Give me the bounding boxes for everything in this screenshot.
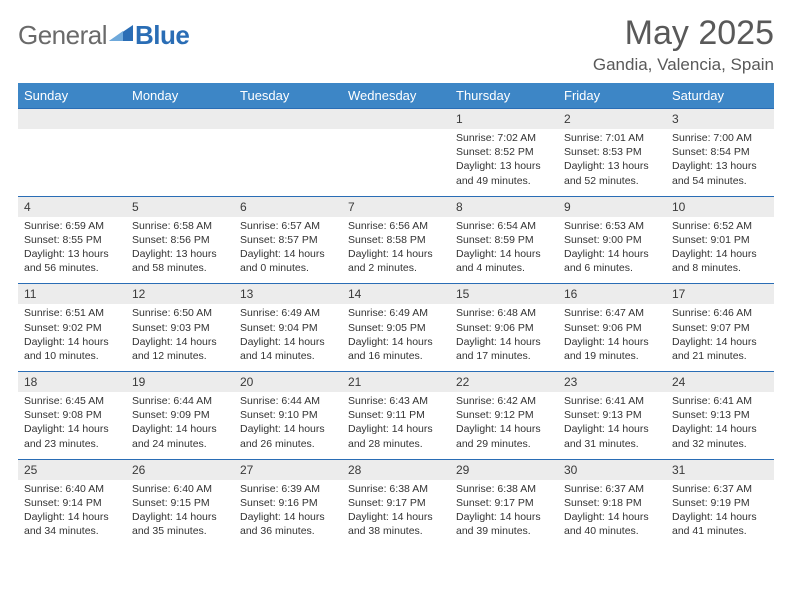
weekday-header: Friday — [558, 83, 666, 109]
title-block: May 2025 Gandia, Valencia, Spain — [593, 14, 774, 75]
day-detail-cell: Sunrise: 6:39 AMSunset: 9:16 PMDaylight:… — [234, 480, 342, 547]
day-number-cell: 3 — [666, 109, 774, 130]
day-detail-cell — [234, 129, 342, 196]
day-number-cell: 22 — [450, 372, 558, 393]
day-detail-cell — [342, 129, 450, 196]
day-detail-cell: Sunrise: 6:58 AMSunset: 8:56 PMDaylight:… — [126, 217, 234, 284]
day-detail-row: Sunrise: 6:45 AMSunset: 9:08 PMDaylight:… — [18, 392, 774, 459]
logo-text-2: Blue — [135, 20, 189, 51]
day-number-cell: 12 — [126, 284, 234, 305]
day-number-cell: 17 — [666, 284, 774, 305]
day-number-cell: 21 — [342, 372, 450, 393]
day-number-cell: 29 — [450, 459, 558, 480]
day-detail-cell: Sunrise: 6:46 AMSunset: 9:07 PMDaylight:… — [666, 304, 774, 371]
day-number-cell: 18 — [18, 372, 126, 393]
day-number-cell: 23 — [558, 372, 666, 393]
logo-triangle-icon — [109, 23, 133, 48]
day-number-row: 123 — [18, 109, 774, 130]
weekday-header-row: Sunday Monday Tuesday Wednesday Thursday… — [18, 83, 774, 109]
day-detail-cell: Sunrise: 6:42 AMSunset: 9:12 PMDaylight:… — [450, 392, 558, 459]
day-number-cell — [126, 109, 234, 130]
day-detail-cell: Sunrise: 6:56 AMSunset: 8:58 PMDaylight:… — [342, 217, 450, 284]
day-detail-cell: Sunrise: 7:00 AMSunset: 8:54 PMDaylight:… — [666, 129, 774, 196]
day-detail-cell: Sunrise: 6:59 AMSunset: 8:55 PMDaylight:… — [18, 217, 126, 284]
day-detail-row: Sunrise: 6:40 AMSunset: 9:14 PMDaylight:… — [18, 480, 774, 547]
day-number-cell: 15 — [450, 284, 558, 305]
weekday-header: Thursday — [450, 83, 558, 109]
day-number-cell: 16 — [558, 284, 666, 305]
day-detail-cell: Sunrise: 6:45 AMSunset: 9:08 PMDaylight:… — [18, 392, 126, 459]
day-number-cell: 30 — [558, 459, 666, 480]
day-detail-cell: Sunrise: 6:52 AMSunset: 9:01 PMDaylight:… — [666, 217, 774, 284]
day-number-cell: 2 — [558, 109, 666, 130]
day-detail-cell: Sunrise: 6:44 AMSunset: 9:09 PMDaylight:… — [126, 392, 234, 459]
day-detail-cell: Sunrise: 6:44 AMSunset: 9:10 PMDaylight:… — [234, 392, 342, 459]
day-detail-cell: Sunrise: 6:41 AMSunset: 9:13 PMDaylight:… — [558, 392, 666, 459]
day-detail-cell: Sunrise: 6:47 AMSunset: 9:06 PMDaylight:… — [558, 304, 666, 371]
day-number-cell: 8 — [450, 196, 558, 217]
day-number-cell: 13 — [234, 284, 342, 305]
day-number-cell — [342, 109, 450, 130]
day-number-cell: 11 — [18, 284, 126, 305]
day-detail-cell: Sunrise: 6:41 AMSunset: 9:13 PMDaylight:… — [666, 392, 774, 459]
day-detail-cell: Sunrise: 7:01 AMSunset: 8:53 PMDaylight:… — [558, 129, 666, 196]
day-number-row: 11121314151617 — [18, 284, 774, 305]
day-number-cell: 28 — [342, 459, 450, 480]
day-detail-cell: Sunrise: 6:48 AMSunset: 9:06 PMDaylight:… — [450, 304, 558, 371]
day-detail-cell: Sunrise: 6:53 AMSunset: 9:00 PMDaylight:… — [558, 217, 666, 284]
day-number-cell: 24 — [666, 372, 774, 393]
day-number-cell: 9 — [558, 196, 666, 217]
day-detail-cell: Sunrise: 6:43 AMSunset: 9:11 PMDaylight:… — [342, 392, 450, 459]
day-number-cell: 19 — [126, 372, 234, 393]
weekday-header: Sunday — [18, 83, 126, 109]
day-detail-row: Sunrise: 6:51 AMSunset: 9:02 PMDaylight:… — [18, 304, 774, 371]
header: General Blue May 2025 Gandia, Valencia, … — [18, 14, 774, 75]
day-detail-cell: Sunrise: 6:51 AMSunset: 9:02 PMDaylight:… — [18, 304, 126, 371]
day-number-row: 45678910 — [18, 196, 774, 217]
day-detail-cell: Sunrise: 6:54 AMSunset: 8:59 PMDaylight:… — [450, 217, 558, 284]
day-detail-cell — [126, 129, 234, 196]
day-number-row: 18192021222324 — [18, 372, 774, 393]
day-detail-cell: Sunrise: 6:38 AMSunset: 9:17 PMDaylight:… — [342, 480, 450, 547]
location: Gandia, Valencia, Spain — [593, 55, 774, 75]
day-number-row: 25262728293031 — [18, 459, 774, 480]
month-title: May 2025 — [593, 14, 774, 53]
day-number-cell: 20 — [234, 372, 342, 393]
logo-text-1: General — [18, 20, 107, 51]
day-detail-cell: Sunrise: 6:37 AMSunset: 9:19 PMDaylight:… — [666, 480, 774, 547]
day-number-cell: 31 — [666, 459, 774, 480]
calendar-page: General Blue May 2025 Gandia, Valencia, … — [0, 0, 792, 560]
day-detail-cell: Sunrise: 6:40 AMSunset: 9:15 PMDaylight:… — [126, 480, 234, 547]
day-detail-cell: Sunrise: 6:57 AMSunset: 8:57 PMDaylight:… — [234, 217, 342, 284]
weekday-header: Monday — [126, 83, 234, 109]
day-detail-cell: Sunrise: 7:02 AMSunset: 8:52 PMDaylight:… — [450, 129, 558, 196]
day-number-cell — [234, 109, 342, 130]
day-detail-cell: Sunrise: 6:40 AMSunset: 9:14 PMDaylight:… — [18, 480, 126, 547]
day-number-cell: 7 — [342, 196, 450, 217]
day-detail-cell — [18, 129, 126, 196]
day-number-cell: 25 — [18, 459, 126, 480]
day-number-cell — [18, 109, 126, 130]
logo: General Blue — [18, 20, 189, 51]
day-detail-row: Sunrise: 7:02 AMSunset: 8:52 PMDaylight:… — [18, 129, 774, 196]
day-detail-cell: Sunrise: 6:49 AMSunset: 9:05 PMDaylight:… — [342, 304, 450, 371]
day-number-cell: 26 — [126, 459, 234, 480]
weekday-header: Saturday — [666, 83, 774, 109]
day-detail-cell: Sunrise: 6:38 AMSunset: 9:17 PMDaylight:… — [450, 480, 558, 547]
calendar-body: 123 Sunrise: 7:02 AMSunset: 8:52 PMDayli… — [18, 109, 774, 547]
day-number-cell: 27 — [234, 459, 342, 480]
day-number-cell: 6 — [234, 196, 342, 217]
day-number-cell: 4 — [18, 196, 126, 217]
day-number-cell: 1 — [450, 109, 558, 130]
weekday-header: Wednesday — [342, 83, 450, 109]
day-number-cell: 10 — [666, 196, 774, 217]
weekday-header: Tuesday — [234, 83, 342, 109]
day-detail-cell: Sunrise: 6:37 AMSunset: 9:18 PMDaylight:… — [558, 480, 666, 547]
day-detail-cell: Sunrise: 6:49 AMSunset: 9:04 PMDaylight:… — [234, 304, 342, 371]
calendar-table: Sunday Monday Tuesday Wednesday Thursday… — [18, 83, 774, 546]
day-detail-row: Sunrise: 6:59 AMSunset: 8:55 PMDaylight:… — [18, 217, 774, 284]
day-number-cell: 14 — [342, 284, 450, 305]
day-detail-cell: Sunrise: 6:50 AMSunset: 9:03 PMDaylight:… — [126, 304, 234, 371]
day-number-cell: 5 — [126, 196, 234, 217]
